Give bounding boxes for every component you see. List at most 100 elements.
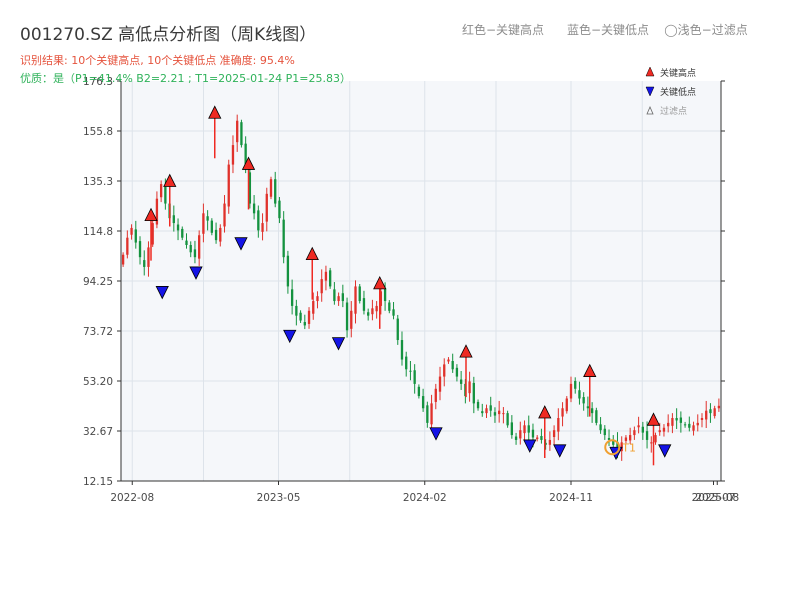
candle [278, 196, 281, 224]
key-high-marker [646, 412, 661, 426]
candle [548, 431, 552, 451]
candle [413, 364, 416, 394]
candle [405, 351, 408, 377]
candle-body [236, 120, 239, 143]
candle [637, 416, 640, 434]
candle [261, 213, 264, 241]
candle [307, 307, 311, 329]
key-high-marker [163, 173, 177, 187]
x-tick-label: 2025-07 [692, 492, 736, 504]
candle [286, 250, 290, 294]
candle [557, 408, 560, 441]
key-low-marker [283, 329, 297, 344]
candle-body [485, 408, 488, 414]
candle-body [578, 390, 581, 399]
candle-body [350, 310, 353, 329]
candle-body [202, 213, 205, 234]
candle-body [274, 179, 277, 204]
candle-body [400, 340, 404, 360]
candle-body [650, 442, 653, 444]
candle [527, 415, 530, 442]
candle-body [240, 122, 243, 146]
legend-high-label: 关键高点 [660, 67, 696, 79]
candle-body [540, 436, 543, 440]
candle [421, 388, 425, 412]
candle [645, 421, 649, 449]
candle [447, 357, 450, 364]
candle-body [624, 437, 628, 441]
candle-body [421, 396, 425, 409]
candle-body [447, 359, 450, 362]
x-tick-label: 2022-08 [110, 492, 154, 504]
key-low-marker [658, 444, 672, 458]
candle-body [303, 321, 306, 326]
candle [337, 292, 340, 306]
markers-layer: T1 [144, 105, 672, 466]
candle-body [248, 172, 252, 204]
candle [552, 425, 556, 445]
candle-body [223, 203, 226, 227]
candle [561, 402, 564, 427]
candle [143, 250, 146, 276]
candle-body [312, 301, 315, 314]
axes-layer: 176.3 155.8 135.3 114.8 94.25 73.72 53.20 32.67… [83, 76, 739, 504]
y-tick-label: 32.67 [83, 426, 113, 438]
candle-body [130, 227, 133, 235]
candle [138, 236, 142, 265]
candle-body [645, 431, 649, 440]
candle [574, 377, 577, 394]
candle-body [379, 291, 383, 306]
candle-body [337, 296, 340, 302]
candle-body [527, 425, 530, 433]
result-summary: 识别结果: 10个关键高点, 10个关键低点 准确度: 95.4% [20, 54, 295, 67]
candle-body [565, 398, 568, 412]
key-low-marker [331, 337, 346, 351]
y-tick-label: 12.15 [83, 476, 113, 488]
candle-body [282, 219, 285, 258]
candle-body [569, 383, 573, 399]
candle [523, 420, 526, 441]
candle-body [590, 408, 594, 414]
candle-body [616, 441, 619, 450]
candle-body [143, 260, 146, 267]
legend-low-marker-icon [645, 86, 655, 97]
candle [662, 424, 666, 437]
candle-body [367, 312, 370, 316]
color-key-note: 红色−关键高点 蓝色−关键低点 ◯浅色−过滤点 [462, 23, 748, 37]
candle-body [561, 408, 564, 417]
candle [257, 205, 260, 238]
key-low-marker [553, 444, 567, 458]
candle-body [451, 360, 454, 370]
candle-body [126, 237, 129, 255]
key-low-marker [155, 286, 169, 300]
candle-body [628, 435, 632, 441]
candle [510, 415, 514, 439]
candle-body [324, 271, 328, 281]
candle [434, 383, 437, 410]
candle [219, 224, 222, 247]
candle [181, 226, 184, 241]
candle-body [354, 286, 357, 314]
candle-body [417, 386, 421, 397]
key-high-marker [583, 363, 597, 377]
candle-body [371, 308, 374, 315]
candle-body [121, 254, 125, 265]
candle-body [705, 410, 708, 420]
candle [498, 400, 501, 423]
candle-body [599, 424, 602, 431]
candle [599, 417, 602, 434]
key-low-marker [429, 427, 443, 441]
candle [489, 396, 492, 417]
candle [472, 376, 475, 414]
candle [700, 413, 704, 428]
candle [320, 269, 323, 302]
candle-body [641, 426, 644, 433]
candle-body [498, 410, 501, 415]
candle [299, 310, 302, 323]
candle-body [198, 235, 201, 259]
candle-body [295, 305, 298, 316]
candle-body [493, 412, 497, 416]
candle-body [231, 145, 235, 165]
candle [126, 230, 129, 259]
candle-body [620, 442, 623, 452]
